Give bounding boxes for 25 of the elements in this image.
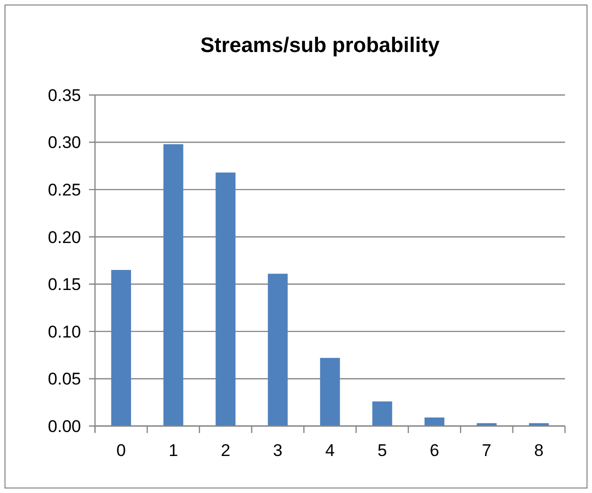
x-tick-label: 2 <box>220 441 230 460</box>
y-tick-label: 0.05 <box>48 370 81 389</box>
y-tick-label: 0.00 <box>48 416 81 436</box>
y-tick-label: 0.15 <box>48 275 81 294</box>
bar <box>216 172 236 426</box>
y-tick-label: 0.20 <box>48 228 81 247</box>
bar <box>320 358 340 426</box>
y-tick-label: 0.10 <box>48 322 81 342</box>
x-tick-label: 7 <box>482 441 492 460</box>
x-tick-label: 1 <box>168 441 178 460</box>
x-tick-label: 4 <box>325 441 335 460</box>
y-tick-label: 0.25 <box>48 180 81 200</box>
bar <box>163 144 184 426</box>
x-tick-label: 3 <box>273 441 283 460</box>
bar <box>268 274 288 426</box>
y-tick-label: 0.30 <box>48 133 81 152</box>
bar <box>111 270 132 426</box>
x-tick-label: 8 <box>534 441 544 460</box>
x-tick-label: 6 <box>430 441 440 460</box>
x-tick-label: 0 <box>116 441 126 460</box>
y-tick-label: 0.35 <box>48 86 81 105</box>
x-tick-label: 5 <box>377 441 387 460</box>
bar <box>372 401 392 426</box>
chart-title: Streams/sub probability <box>200 34 440 57</box>
bar <box>424 417 444 426</box>
